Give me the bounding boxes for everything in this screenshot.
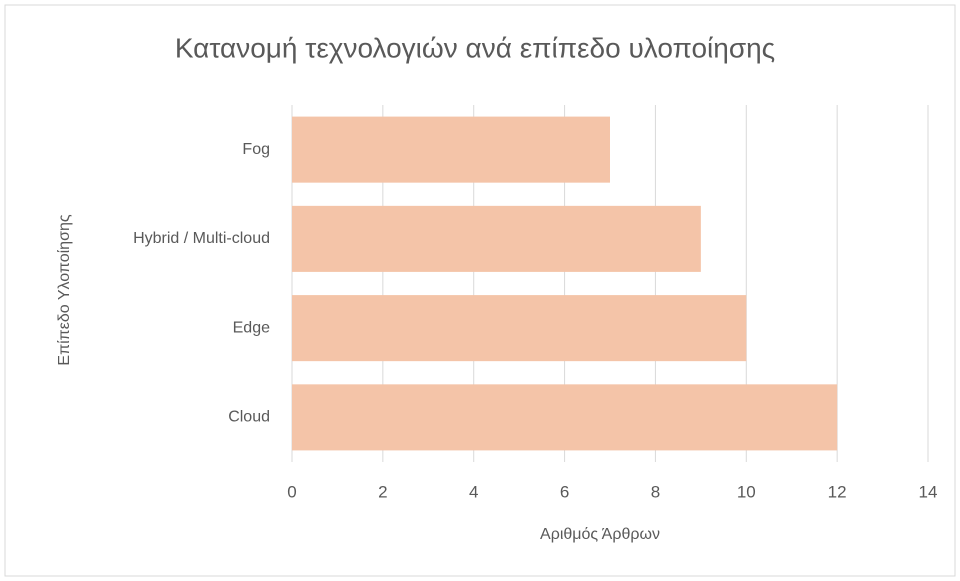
chart-frame xyxy=(4,4,956,577)
y-axis-label: Επίπεδο Υλοποίησης xyxy=(56,214,73,365)
y-tick-label: Fog xyxy=(242,141,270,158)
x-tick-label: 8 xyxy=(651,482,660,501)
x-tick-label: 12 xyxy=(828,482,847,501)
chart-title: Κατανομή τεχνολογιών ανά επίπεδο υλοποίη… xyxy=(175,32,775,63)
x-tick-label: 14 xyxy=(919,482,938,501)
x-axis-label: Αριθμός Άρθρων xyxy=(540,526,660,543)
bar xyxy=(292,116,610,183)
bar xyxy=(292,384,838,451)
y-tick-label: Hybrid / Multi-cloud xyxy=(133,230,270,247)
y-tick-label: Edge xyxy=(233,319,270,336)
bar xyxy=(292,205,701,272)
x-tick-label: 6 xyxy=(560,482,569,501)
bar xyxy=(292,295,747,362)
x-tick-label: 2 xyxy=(378,482,387,501)
y-tick-label: Cloud xyxy=(228,409,270,426)
x-tick-label: 10 xyxy=(737,482,756,501)
x-tick-label: 4 xyxy=(469,482,478,501)
x-tick-label: 0 xyxy=(287,482,296,501)
